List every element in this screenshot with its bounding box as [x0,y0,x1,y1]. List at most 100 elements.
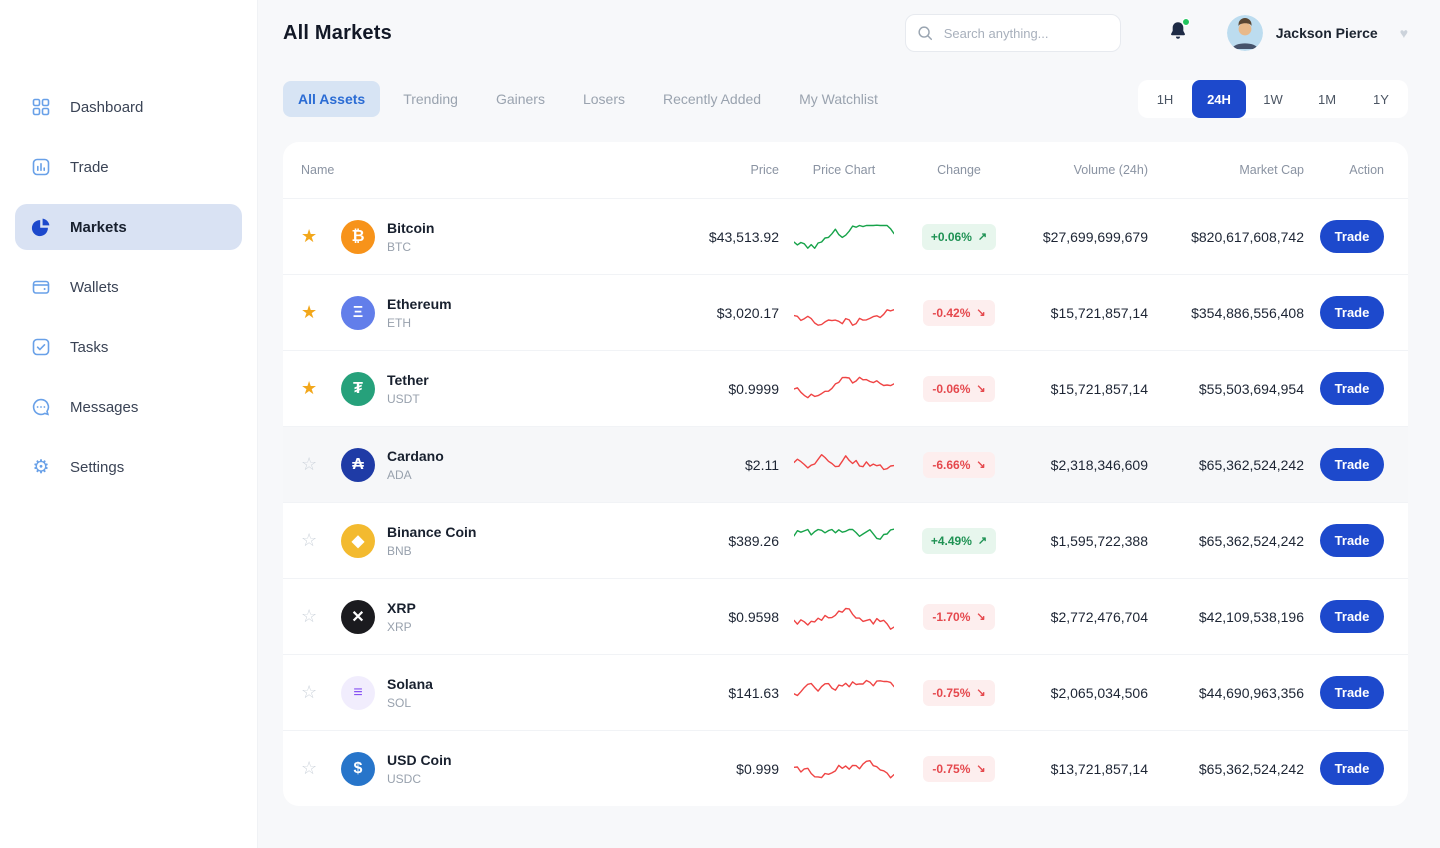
timeframe-1w[interactable]: 1W [1263,91,1283,107]
tab-gainers[interactable]: Gainers [495,91,545,107]
volume-cell: $15,721,857,14 [1050,380,1148,397]
price-cell: $0.9598 [728,608,779,625]
volume-cell: $2,318,346,609 [1050,456,1148,473]
favorite-star-icon[interactable]: ☆ [301,605,318,626]
trade-button[interactable]: Trade [1320,752,1384,785]
search-input[interactable] [904,14,1121,52]
trade-button[interactable]: Trade [1320,220,1384,253]
market-cap-cell: $42,109,538,196 [1198,608,1304,625]
timeframe-24h[interactable]: 24H [1192,80,1246,118]
price-sparkline [794,223,894,249]
favorite-star-icon[interactable]: ★ [301,377,318,398]
tab-recently-added[interactable]: Recently Added [663,91,762,107]
asset-symbol: BTC [387,239,411,254]
price-sparkline [794,308,894,326]
table-row[interactable]: ★ ₮ Tether USDT $0.9999 -0.06% ↘ $15,721… [283,350,1408,426]
market-cap-cell: $55,503,694,954 [1198,380,1304,397]
trade-button[interactable]: Trade [1320,524,1384,557]
favorite-star-icon[interactable]: ☆ [301,453,318,474]
favorite-star-icon[interactable]: ★ [301,225,318,246]
table-row[interactable]: ★ ₿ Bitcoin BTC $43,513.92 +0.06% ↗ $27,… [283,198,1408,274]
favorite-star-icon[interactable]: ☆ [301,529,318,550]
wallet-icon [30,276,52,298]
table-header: Name Price Price Chart Change Volume (24… [283,142,1408,198]
change-value: -0.75% [932,685,971,700]
coin-icon: ₳ [341,447,375,482]
favorite-star-icon[interactable]: ☆ [301,757,318,778]
change-arrow-icon: ↘ [976,763,986,775]
asset-symbol: ETH [387,315,411,330]
coin-icon: ✕ [341,599,375,634]
timeframe-1y[interactable]: 1Y [1373,91,1389,107]
change-value: -0.42% [932,305,971,320]
trade-button[interactable]: Trade [1320,676,1384,709]
timeframe-1h[interactable]: 1H [1156,91,1174,107]
sidebar-item-trade[interactable]: Trade [15,144,242,190]
coin-icon: ₿ [341,219,375,254]
change-value: +0.06% [930,229,972,244]
heart-icon[interactable]: ♥ [1399,25,1408,41]
change-badge: -0.06% ↘ [923,375,995,402]
trade-button[interactable]: Trade [1320,448,1384,481]
price-cell: $0.999 [736,760,779,777]
bell-icon [1170,21,1185,39]
column-header-change: Change [937,163,981,177]
table-row[interactable]: ☆ ₳ Cardano ADA $2.11 -6.66% ↘ $2,318,34… [283,426,1408,502]
main-content: All Markets [258,0,1440,848]
pie-chart-icon [30,216,52,238]
market-cap-cell: $65,362,524,242 [1198,456,1304,473]
tab-all-assets[interactable]: All Assets [283,81,381,117]
tab-losers[interactable]: Losers [582,91,625,107]
market-cap-cell: $820,617,608,742 [1191,228,1304,245]
table-row[interactable]: ☆ ✕ XRP XRP $0.9598 -1.70% ↘ $2,772,476,… [283,578,1408,654]
price-cell: $43,513.92 [708,228,779,245]
coin-icon: ≡ [341,675,375,710]
tab-trending[interactable]: Trending [403,91,458,107]
search-box [904,14,1121,52]
change-arrow-icon: ↗ [977,231,988,243]
trade-button[interactable]: Trade [1320,600,1384,633]
sidebar-item-label: Markets [70,218,127,236]
volume-cell: $1,595,722,388 [1050,532,1148,549]
table-row[interactable]: ★ Ξ Ethereum ETH $3,020.17 -0.42% ↘ $15,… [283,274,1408,350]
sidebar-item-tasks[interactable]: Tasks [15,324,242,370]
top-right-cluster: Jackson Pierce ♥ [904,14,1408,52]
table-row[interactable]: ☆ ◆ Binance Coin BNB $389.26 +4.49% ↗ $1… [283,502,1408,578]
favorite-star-icon[interactable]: ★ [301,301,318,322]
asset-name: XRP [387,599,416,616]
page-title: All Markets [283,21,392,44]
price-sparkline [794,607,894,630]
sidebar-item-dashboard[interactable]: Dashboard [15,84,242,130]
volume-cell: $13,721,857,14 [1050,760,1148,777]
coin-icon: $ [341,751,375,786]
sidebar-item-messages[interactable]: Messages [15,384,242,430]
avatar[interactable] [1226,15,1263,51]
price-sparkline [794,453,894,470]
asset-filter-tabs: All Assets Trending Gainers Losers Recen… [283,81,893,117]
favorite-star-icon[interactable]: ☆ [301,681,318,702]
sidebar-item-wallets[interactable]: Wallets [15,264,242,310]
price-cell: $3,020.17 [716,304,779,321]
filters-row: All Assets Trending Gainers Losers Recen… [283,80,1408,118]
coin-icon: ₮ [341,371,375,406]
trade-button[interactable]: Trade [1320,372,1384,405]
table-body: ★ ₿ Bitcoin BTC $43,513.92 +0.06% ↗ $27,… [283,198,1408,806]
market-cap-cell: $354,886,556,408 [1191,304,1304,321]
tab-my-watchlist[interactable]: My Watchlist [799,91,878,107]
table-row[interactable]: ☆ $ USD Coin USDC $0.999 -0.75% ↘ $13,72… [283,730,1408,806]
notifications-button[interactable] [1167,17,1190,47]
market-cap-cell: $65,362,524,242 [1198,760,1304,777]
column-header-volume: Volume (24h) [1073,163,1148,177]
sidebar-item-settings[interactable]: ⚙ Settings [15,444,242,490]
sidebar-item-label: Messages [70,398,139,416]
market-cap-cell: $44,690,963,356 [1198,684,1304,701]
trade-button[interactable]: Trade [1320,296,1384,329]
asset-symbol: USDT [387,391,420,406]
asset-symbol: XRP [387,619,412,634]
column-header-action: Action [1349,163,1384,177]
table-row[interactable]: ☆ ≡ Solana SOL $141.63 -0.75% ↘ $2,065,0… [283,654,1408,730]
timeframe-1m[interactable]: 1M [1317,91,1337,107]
asset-name: USD Coin [387,751,452,768]
sidebar-item-markets[interactable]: Markets [15,204,242,250]
price-sparkline [794,527,894,540]
